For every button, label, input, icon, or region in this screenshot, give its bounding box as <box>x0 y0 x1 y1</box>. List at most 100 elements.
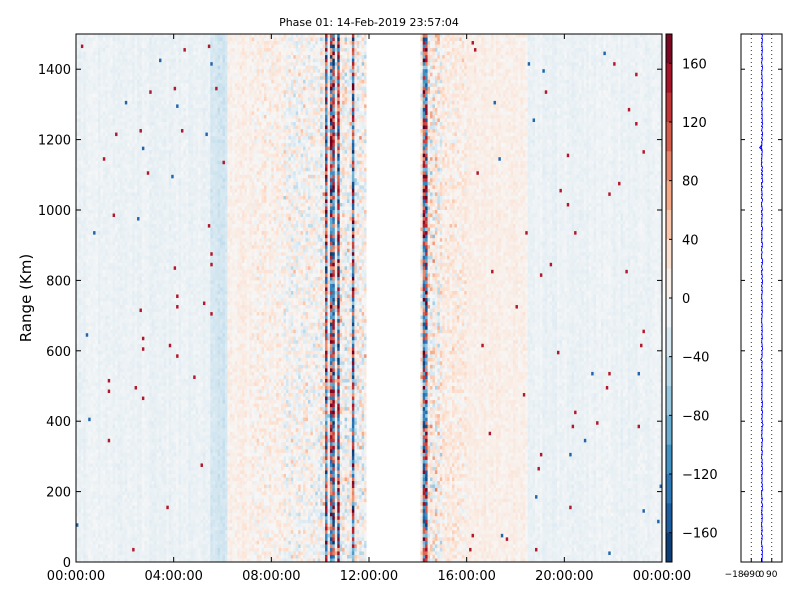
heatmap-cell <box>154 368 157 373</box>
heatmap-cell <box>154 58 157 63</box>
heatmap-cell <box>149 217 153 221</box>
heatmap-cell <box>95 192 99 197</box>
heatmap-cell <box>95 424 99 429</box>
heatmap-cell <box>139 530 143 535</box>
heatmap-cell <box>80 79 84 84</box>
heatmap-cell <box>90 488 94 492</box>
heatmap-cell <box>97 150 101 155</box>
heatmap-cell <box>139 463 143 468</box>
heatmap-cell <box>137 269 140 274</box>
heatmap-cell <box>149 498 153 503</box>
heatmap-cell <box>122 259 126 264</box>
heatmap-cell <box>122 481 126 485</box>
heatmap-cell <box>139 192 143 197</box>
heatmap-cell <box>127 442 131 447</box>
heatmap-cell <box>97 262 101 267</box>
heatmap-cell <box>78 234 82 239</box>
heatmap-cell <box>78 456 82 461</box>
heatmap-cell <box>117 195 121 200</box>
heatmap-cell <box>105 65 109 70</box>
heatmap-cell <box>139 252 143 257</box>
heatmap-cell <box>83 442 87 447</box>
heatmap-cell <box>110 287 113 292</box>
heatmap-cell <box>141 129 145 133</box>
heatmap-cell <box>122 322 126 327</box>
heatmap-cell <box>154 414 157 419</box>
heatmap-cell <box>112 283 116 288</box>
heatmap-cell <box>127 382 131 387</box>
heatmap-cell <box>105 396 109 401</box>
heatmap-cell <box>141 206 145 211</box>
heatmap-cell <box>129 280 133 285</box>
heatmap-cell <box>117 491 121 496</box>
heatmap-cell <box>137 164 140 169</box>
heatmap-cell <box>132 386 135 390</box>
heatmap-cell <box>115 298 118 302</box>
heatmap-cell <box>146 481 150 485</box>
heatmap-cell <box>149 547 153 552</box>
heatmap-cell <box>100 329 104 334</box>
heatmap-cell <box>100 347 104 352</box>
heatmap-cell <box>154 491 157 496</box>
heatmap-cell <box>115 227 118 232</box>
heatmap-cell <box>139 224 143 228</box>
heatmap-cell <box>137 259 140 264</box>
heatmap-cell <box>146 350 150 355</box>
heatmap-cell <box>151 241 155 246</box>
heatmap-cell <box>129 512 133 517</box>
heatmap-cell <box>132 407 135 411</box>
heatmap-cell <box>93 143 96 147</box>
heatmap-cell <box>76 350 79 355</box>
heatmap-cell <box>115 266 118 271</box>
heatmap-cell <box>100 558 104 563</box>
heatmap-cell <box>154 287 157 292</box>
heatmap-cell <box>107 554 111 559</box>
heatmap-cell <box>129 227 133 232</box>
heatmap-cell <box>129 181 133 186</box>
heatmap-cell <box>102 188 106 193</box>
heatmap-cell <box>112 312 116 316</box>
heatmap-cell <box>156 48 160 52</box>
heatmap-cell <box>93 368 96 373</box>
heatmap-cell <box>127 431 131 436</box>
heatmap-cell <box>95 139 99 144</box>
heatmap-cell <box>149 146 153 151</box>
heatmap-cell <box>122 34 126 38</box>
heatmap-cell <box>112 403 116 408</box>
heatmap-cell <box>95 554 99 559</box>
heatmap-cell <box>78 217 82 221</box>
heatmap-cell <box>144 241 148 246</box>
heatmap-cell <box>105 533 109 538</box>
heatmap-cell <box>141 34 145 38</box>
heatmap-cell <box>122 537 126 542</box>
heatmap-cell <box>139 195 143 200</box>
heatmap-cell <box>124 93 128 98</box>
heatmap-cell <box>151 329 155 334</box>
heatmap-cell <box>115 410 118 415</box>
heatmap-cell <box>107 269 111 274</box>
heatmap-cell <box>151 308 155 313</box>
heatmap-cell <box>119 551 123 556</box>
heatmap-cell <box>141 298 145 302</box>
heatmap-cell <box>80 456 84 461</box>
heatmap-cell <box>132 516 135 521</box>
heatmap-cell <box>141 421 145 426</box>
heatmap-cell <box>117 231 121 235</box>
heatmap-cell <box>151 48 155 52</box>
heatmap-cell <box>134 160 138 165</box>
heatmap-cell <box>90 326 94 331</box>
heatmap-cell <box>124 445 128 450</box>
heatmap-cell <box>85 90 89 95</box>
heatmap-cell <box>127 252 131 257</box>
heatmap-cell <box>124 319 128 323</box>
heatmap-cell <box>95 146 99 151</box>
heatmap-cell <box>85 519 89 524</box>
heatmap-cell <box>134 319 138 323</box>
heatmap-cell <box>156 65 160 70</box>
heatmap-cell <box>124 238 128 243</box>
heatmap-cell <box>100 484 104 489</box>
heatmap-cell <box>132 551 135 556</box>
heatmap-cell <box>80 55 84 59</box>
heatmap-cell <box>95 530 99 535</box>
heatmap-cell <box>97 129 101 133</box>
